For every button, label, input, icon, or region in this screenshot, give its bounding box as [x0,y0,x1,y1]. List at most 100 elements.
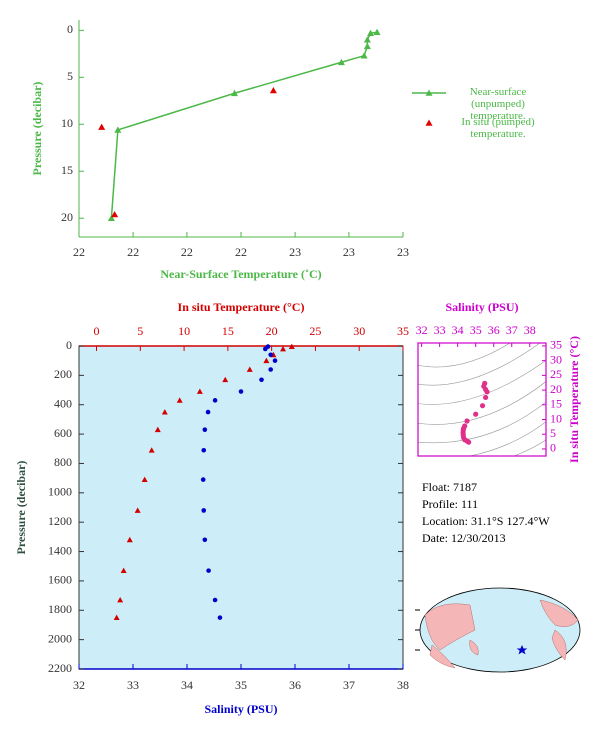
marker [363,42,371,50]
info-line: Float: 7187 [422,480,477,494]
y-tick-label: 5 [67,69,73,83]
y-tick-label: 1800 [48,602,72,616]
info-line: Date: 12/30/2013 [422,531,506,545]
x2-tick-label: 25 [309,324,321,338]
y-tick-label: 35 [550,338,562,352]
x-tick-label: 33 [434,323,446,337]
y-tick-label: 0 [550,441,556,455]
marker [363,36,371,43]
y-tick-label: 600 [54,426,72,440]
ts-point [464,418,470,424]
marker [206,568,211,573]
marker [98,123,106,130]
legend-label: Near-surface (unpumped) temperature. [469,86,527,122]
x-tick-label: 35 [470,323,482,337]
world-map [415,587,581,673]
ts-point [473,411,479,417]
x2-tick-label: 35 [397,324,409,338]
y-tick-label: 0 [66,338,72,352]
y-tick-label: 1200 [48,514,72,528]
x-tick-label: 34 [452,323,464,337]
x2-axis-label: In situ Temperature (°C) [178,300,305,314]
info-line: Location: 31.1°S 127.4°W [422,514,550,528]
marker [212,398,218,403]
x-tick-label: 38 [397,678,409,692]
marker [205,409,211,415]
legend-key [425,119,433,126]
y-tick-label: 400 [54,396,72,410]
info-line: Profile: 111 [422,497,478,511]
marker [263,346,268,352]
marker [231,89,239,97]
marker [268,367,274,372]
marker [111,210,119,218]
y-tick-label: 1400 [48,543,72,557]
marker [161,409,168,415]
x2-tick-label: 10 [178,324,190,338]
legend-entry: Near-surface (unpumped) temperature. [410,86,575,122]
x-axis-label: Near-Surface Temperature (˚C) [160,267,321,281]
y-tick-label: 2200 [48,661,72,675]
marker [201,508,207,513]
y-tick-label: 15 [550,397,562,411]
y-tick-label: 30 [550,352,562,366]
ts-point [484,389,490,395]
marker [246,366,253,372]
y-tick-label: 200 [54,367,72,381]
x-tick-label: 22 [181,245,193,259]
legend-label: In situ (pumped) temperature. [461,116,535,140]
y-tick-label: 20 [61,210,73,224]
x-axis-label: Salinity (PSU) [445,300,518,314]
y-axis-label: Pressure (decibar) [30,82,44,176]
marker [201,447,207,453]
marker [280,345,287,352]
y-axis-label: Pressure (decibar) [14,461,28,555]
y-tick-label: 5 [550,426,556,440]
x-tick-label: 22 [127,245,139,259]
marker [141,476,148,483]
marker [134,507,141,513]
marker [212,597,218,603]
marker [176,397,183,403]
ts-point [466,439,472,445]
x-tick-label: 37 [343,678,355,692]
marker [117,596,124,603]
marker [200,477,206,482]
marker [202,537,208,543]
y-axis-label: In situ Temperature (°C) [567,336,581,463]
marker [196,388,203,394]
marker [222,376,229,383]
series-line [110,31,378,219]
x-tick-label: 36 [488,323,500,337]
x-tick-label: 36 [289,678,301,692]
legend-entry: In situ (pumped) temperature. [410,116,575,146]
legend-key [412,89,446,96]
marker [120,567,127,574]
marker [259,377,264,383]
x-tick-label: 33 [127,678,139,692]
marker [373,28,381,36]
y-tick-label: 25 [550,367,562,381]
marker [268,352,274,358]
x2-tick-label: 15 [222,324,234,338]
marker [107,214,115,222]
y-tick-label: 2000 [48,631,72,645]
marker [148,447,155,453]
x-tick-label: 32 [416,323,428,337]
inset-frame [417,342,547,457]
x-tick-label: 35 [235,678,247,692]
x2-tick-label: 30 [353,324,365,338]
x-tick-label: 23 [289,245,301,259]
marker [114,126,122,133]
y-tick-label: 20 [550,382,562,396]
plot-background [78,345,404,670]
marker [113,614,120,621]
marker [337,58,345,66]
x-tick-label: 22 [235,245,247,259]
x-tick-label: 38 [524,323,536,337]
marker [126,536,133,543]
y-tick-label: 10 [550,411,562,425]
x-axis-label: Salinity (PSU) [204,702,277,716]
x-tick-label: 34 [181,678,193,692]
